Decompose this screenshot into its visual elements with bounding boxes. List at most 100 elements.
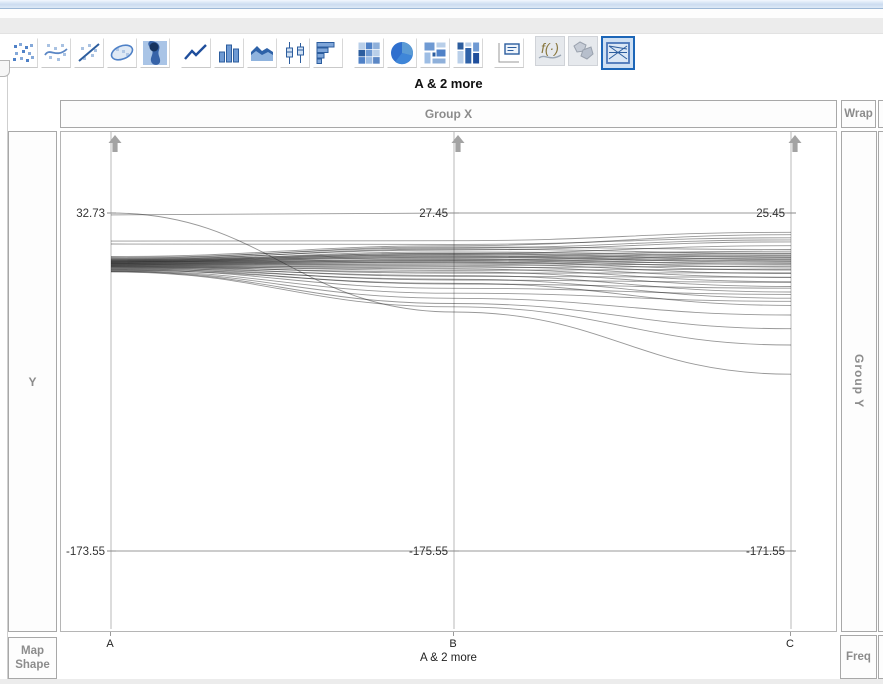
axis-up-arrow-icon[interactable] [788, 135, 802, 152]
dropzone-freq[interactable]: Freq [840, 635, 877, 679]
histogram-icon [316, 42, 335, 64]
caption-box-element-button[interactable] [494, 38, 524, 68]
map-shapes-element-button[interactable] [568, 36, 598, 66]
dropzone-y-label: Y [28, 374, 37, 389]
dropzone-group-y-label: Group Y [852, 354, 866, 409]
parallel-plot-area[interactable]: 32.73 -173.55 27.45 -175.55 25.45 -171.55 [60, 131, 837, 632]
axis-up-arrow-icon[interactable] [451, 135, 465, 152]
series-line[interactable] [110, 266, 792, 287]
formula-icon: f(·) [538, 40, 562, 59]
line-element-button[interactable] [181, 38, 211, 68]
toolbar-group [8, 38, 170, 68]
x-tick-label: A [106, 638, 114, 650]
clipped-zone-middle [878, 131, 883, 632]
series-line[interactable] [110, 266, 792, 283]
dropzone-group-x[interactable]: Group X [60, 100, 837, 128]
series-line[interactable] [110, 237, 792, 245]
parallel-series-lines [110, 212, 792, 552]
box-plot-element-button[interactable] [280, 38, 310, 68]
caption-box-icon [498, 43, 520, 63]
series-line[interactable] [110, 271, 792, 346]
heatmap-element-button[interactable] [354, 38, 384, 68]
line-of-fit-element-button[interactable] [74, 38, 104, 68]
series-line[interactable] [110, 255, 792, 263]
x-tick-mark [453, 632, 454, 636]
series-line[interactable] [110, 259, 792, 264]
dropzone-wrap[interactable]: Wrap [841, 100, 876, 128]
series-line[interactable] [110, 250, 792, 261]
points-icon [13, 43, 34, 62]
parallel-element-button[interactable] [601, 36, 635, 70]
series-line[interactable] [110, 270, 792, 316]
points-element-button[interactable] [8, 38, 38, 68]
ellipse-icon [110, 44, 134, 61]
series-line[interactable] [110, 248, 792, 261]
formula-element-button[interactable]: f(·) [535, 36, 565, 66]
control-panel-collapse-tab[interactable] [0, 60, 10, 77]
series-line[interactable] [110, 252, 792, 262]
series-line[interactable] [110, 257, 792, 263]
axis-value-label: 25.45 [756, 208, 785, 220]
series-line[interactable] [110, 269, 792, 295]
x-tick-label: B [449, 638, 457, 650]
series-line[interactable] [110, 264, 792, 269]
treemap-element-button[interactable] [420, 38, 450, 68]
series-line[interactable] [110, 212, 792, 375]
series-line[interactable] [110, 266, 792, 278]
x-axis-area[interactable]: A & 2 more A B C [60, 632, 837, 678]
dropzone-group-y[interactable]: Group Y [841, 131, 877, 632]
titlebar-gap [0, 9, 883, 18]
series-line[interactable] [110, 258, 792, 265]
window-titlebar-strip [0, 0, 883, 9]
series-line[interactable] [110, 231, 792, 242]
series-line[interactable] [110, 261, 792, 265]
series-line[interactable] [110, 254, 792, 262]
series-line[interactable] [110, 252, 792, 262]
histogram-element-button[interactable] [313, 38, 343, 68]
parallel-icon [606, 42, 630, 64]
series-line[interactable] [110, 234, 792, 257]
series-line[interactable] [110, 261, 792, 271]
dropzone-group-x-label: Group X [424, 107, 473, 121]
series-line[interactable] [110, 267, 792, 293]
series-line[interactable] [110, 271, 792, 330]
dropzone-map-shape[interactable]: Map Shape [8, 637, 57, 679]
area-icon [251, 46, 273, 61]
ellipse-element-button[interactable] [107, 38, 137, 68]
x-axis-title: A & 2 more [420, 652, 477, 664]
series-line[interactable] [110, 260, 792, 268]
series-line[interactable] [110, 239, 792, 258]
smoother-element-button[interactable] [41, 38, 71, 68]
series-line[interactable] [110, 265, 792, 278]
dropzone-y[interactable]: Y [8, 131, 57, 632]
clipped-zone-bottom [878, 635, 883, 679]
series-line[interactable] [110, 245, 792, 260]
series-line[interactable] [110, 268, 792, 289]
line-of-fit-icon [78, 43, 100, 62]
series-line[interactable] [110, 254, 792, 263]
series-line[interactable] [110, 269, 792, 306]
contour-element-button[interactable] [140, 38, 170, 68]
series-line[interactable] [110, 267, 792, 283]
series-line[interactable] [110, 268, 792, 299]
pie-element-button[interactable] [387, 38, 417, 68]
menu-strip [0, 18, 883, 34]
series-line[interactable] [110, 256, 792, 264]
series-line[interactable] [110, 270, 792, 302]
series-line[interactable] [110, 241, 792, 260]
bar-element-button[interactable] [214, 38, 244, 68]
series-line[interactable] [110, 265, 792, 274]
series-line[interactable] [110, 255, 792, 263]
mosaic-element-button[interactable] [453, 38, 483, 68]
dropzone-wrap-label: Wrap [844, 108, 873, 120]
series-line[interactable] [110, 263, 792, 274]
axis-up-arrow-icon[interactable] [108, 135, 122, 152]
x-tick-mark [110, 632, 111, 636]
series-line[interactable] [110, 246, 792, 259]
series-line[interactable] [110, 251, 792, 261]
series-line[interactable] [110, 265, 792, 271]
series-line[interactable] [110, 263, 792, 267]
mosaic-icon [456, 41, 481, 65]
smoother-icon [44, 44, 68, 61]
area-element-button[interactable] [247, 38, 277, 68]
